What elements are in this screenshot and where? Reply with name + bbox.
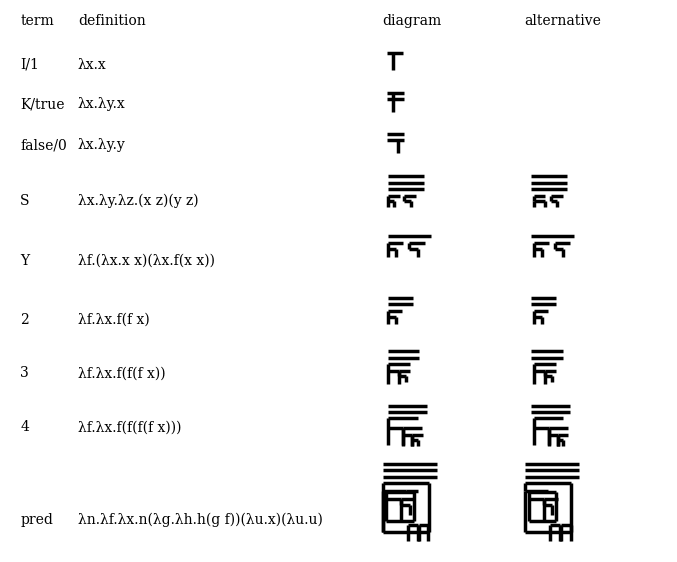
Text: alternative: alternative	[525, 14, 602, 28]
Text: λf.λx.f(f(f x)): λf.λx.f(f(f x))	[78, 366, 165, 380]
Text: λx.λy.x: λx.λy.x	[78, 97, 126, 111]
Text: false/0: false/0	[20, 138, 67, 152]
Text: λx.x: λx.x	[78, 58, 106, 72]
Text: Y: Y	[20, 254, 29, 268]
Text: λn.λf.λx.n(λg.λh.h(g f))(λu.x)(λu.u): λn.λf.λx.n(λg.λh.h(g f))(λu.x)(λu.u)	[78, 513, 323, 527]
Text: λx.λy.λz.(x z)(y z): λx.λy.λz.(x z)(y z)	[78, 194, 198, 209]
Text: λx.λy.y: λx.λy.y	[78, 138, 126, 152]
Text: 4: 4	[20, 420, 29, 434]
Text: 3: 3	[20, 366, 29, 380]
Text: diagram: diagram	[383, 14, 442, 28]
Text: K/true: K/true	[20, 97, 65, 111]
Text: I/1: I/1	[20, 58, 39, 72]
Text: S: S	[20, 194, 30, 208]
Text: λf.λx.f(f(f(f x))): λf.λx.f(f(f(f x)))	[78, 420, 181, 434]
Text: λf.(λx.x x)(λx.f(x x)): λf.(λx.x x)(λx.f(x x))	[78, 254, 215, 268]
Text: pred: pred	[20, 513, 53, 527]
Text: term: term	[20, 14, 54, 28]
Text: 2: 2	[20, 313, 29, 327]
Text: definition: definition	[78, 14, 146, 28]
Text: λf.λx.f(f x): λf.λx.f(f x)	[78, 313, 150, 327]
